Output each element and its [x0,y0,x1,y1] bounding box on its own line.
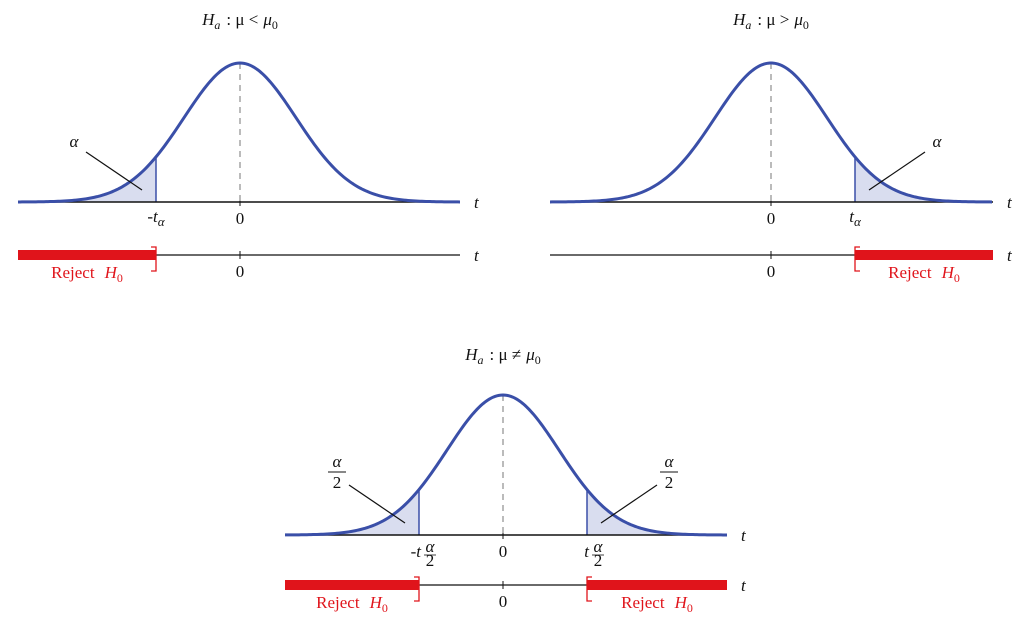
reject-h-sub: 0 [687,601,693,615]
reject-h: H [104,263,119,282]
leader [85,151,143,191]
alpha-num: α [665,452,675,471]
reject-h: H [674,593,689,612]
bracket [586,576,592,602]
reject-region [18,250,156,260]
lower-zero-label: 0 [236,262,245,281]
title-h: H [201,10,216,29]
critical-label: tα [849,207,862,229]
title-relation: : μ > [757,10,789,29]
bracket [854,246,860,272]
alpha-den: 2 [665,473,674,492]
reject-h: H [941,263,956,282]
title: Ha : μ < μ0 [201,10,278,32]
title: Ha : μ ≠ μ0 [464,345,541,367]
reject-label: Reject H0 [51,263,123,285]
critical-main: t [849,207,855,226]
critical-main: -t [411,542,423,561]
title-mu: μ [793,10,803,29]
critical-sub-den: 2 [594,551,603,570]
reject-h-sub: 0 [954,271,960,285]
reject-text: Reject [51,263,95,282]
critical-main: -t [147,207,159,226]
title: Ha : μ > μ0 [732,10,809,32]
critical-sub: α [158,214,166,229]
curve [284,393,727,537]
zero-label: 0 [767,209,776,228]
title-mu-sub: 0 [535,353,541,367]
reject-h-sub: 0 [382,601,388,615]
reject-h: H [369,593,384,612]
axis-label: t [474,193,480,212]
tail-area [285,489,419,535]
reject-region [587,580,727,590]
leader [348,484,406,524]
alpha-den: 2 [333,473,342,492]
title-mu: μ [525,345,535,364]
critical-sub-den: 2 [426,551,435,570]
lower-zero-label: 0 [767,262,776,281]
axis-label: t [1007,193,1013,212]
curve [17,61,461,204]
reject-text: Reject [888,263,932,282]
tail-area [855,156,993,202]
leader [868,151,926,191]
lower-axis-label: t [474,246,480,265]
reject-text: Reject [621,593,665,612]
reject-label: Reject H0 [621,593,693,615]
title-mu-sub: 0 [272,18,278,32]
critical-label: -tα [147,207,165,229]
title-relation: : μ ≠ [490,345,522,364]
title-h-sub: a [745,18,751,32]
lower-zero-label: 0 [499,592,508,611]
critical-sub-num: α [426,537,436,556]
lower-axis-label: t [1007,246,1013,265]
zero-label: 0 [499,542,508,561]
critical-sub-num: α [594,537,604,556]
reject-region [855,250,993,260]
alpha-label: α [933,132,943,151]
title-h-sub: a [478,353,484,367]
bracket [414,576,420,602]
reject-text: Reject [316,593,360,612]
reject-label: Reject H0 [888,263,960,285]
title-h: H [732,10,747,29]
alpha-label: α [70,132,80,151]
title-mu-sub: 0 [803,18,809,32]
curve [549,61,993,204]
title-h: H [464,345,479,364]
reject-region [285,580,419,590]
zero-label: 0 [236,209,245,228]
title-h-sub: a [214,18,220,32]
bracket [151,246,157,272]
reject-h-sub: 0 [117,271,123,285]
critical-sub: α [854,214,862,229]
tail-area [587,489,727,535]
title-mu: μ [262,10,272,29]
tail-area [18,156,156,202]
critical-main: t [584,542,590,561]
title-relation: : μ < [226,10,258,29]
alpha-num: α [333,452,343,471]
leader [600,484,658,524]
reject-label: Reject H0 [316,593,388,615]
axis-label: t [741,526,747,545]
lower-axis-label: t [741,576,747,595]
